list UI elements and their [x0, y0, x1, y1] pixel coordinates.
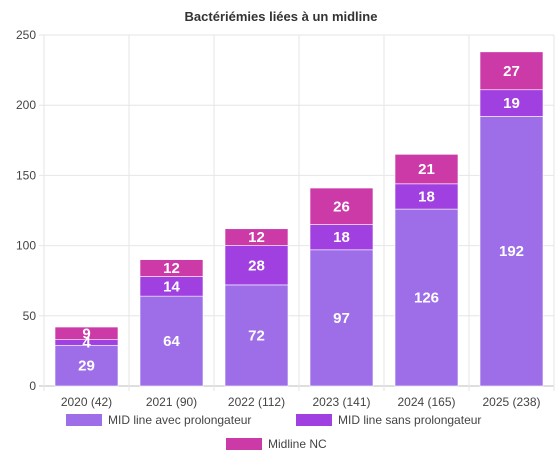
y-tick-label: 200: [16, 98, 36, 112]
legend-label: MID line avec prolongateur: [108, 413, 251, 427]
data-label: 19: [503, 95, 520, 112]
bar-segment: [54, 326, 119, 340]
data-label: 21: [418, 161, 435, 178]
x-tick-label: 2024 (165): [397, 395, 455, 409]
data-label: 12: [248, 229, 265, 246]
bars: [54, 51, 544, 387]
bar-segment: [479, 89, 544, 117]
bar-segment: [394, 183, 459, 210]
y-tick-label: 0: [29, 379, 36, 393]
bar-segment: [479, 116, 544, 387]
y-tick-label: 250: [16, 28, 36, 42]
x-tick-label: 2025 (238): [482, 395, 540, 409]
y-tick-label: 150: [16, 168, 36, 182]
bar-segment: [54, 344, 119, 387]
bar-segment: [309, 187, 374, 225]
x-tick-label: 2023 (141): [312, 395, 370, 409]
bar-segment: [394, 208, 459, 387]
data-label: 192: [499, 243, 524, 260]
grid: [39, 34, 555, 391]
data-label: 18: [418, 188, 435, 205]
chart-title: Bactériémies liées à un midline: [185, 9, 378, 24]
bar-segment: [479, 51, 544, 91]
legend: MID line avec prolongateur MID line sans …: [66, 413, 481, 451]
data-label: 27: [503, 63, 520, 80]
legend-label: MID line sans prolongateur: [338, 413, 481, 427]
data-label: 18: [333, 229, 350, 246]
data-label: 12: [163, 260, 180, 277]
data-label: 126: [414, 290, 439, 307]
data-label: 14: [163, 278, 180, 295]
y-axis: 0 50 100 150 200 250: [16, 28, 36, 393]
data-label: 72: [248, 327, 265, 344]
x-tick-label: 2021 (90): [146, 395, 197, 409]
data-label: 26: [333, 198, 350, 215]
bar-segment: [309, 249, 374, 387]
data-label: 28: [248, 257, 265, 274]
legend-swatch: [296, 414, 332, 426]
data-label: 4: [82, 334, 91, 351]
y-tick-label: 50: [23, 309, 37, 323]
x-tick-label: 2020 (42): [61, 395, 112, 409]
bar-segment: [139, 295, 204, 387]
bar-segment: [309, 224, 374, 251]
data-label: 29: [78, 358, 95, 375]
legend-label: Midline NC: [268, 437, 327, 451]
data-label: 97: [333, 310, 350, 327]
x-tick-label: 2022 (112): [228, 395, 285, 409]
bar-segment: [224, 284, 289, 387]
legend-swatch: [66, 414, 102, 426]
x-axis: 2020 (42) 2021 (90) 2022 (112) 2023 (141) 20…: [61, 395, 541, 409]
bar-segment: [224, 228, 289, 246]
bar-segment: [224, 245, 289, 286]
legend-swatch: [226, 438, 262, 450]
bar-segment: [394, 154, 459, 185]
data-label: 9: [82, 325, 90, 342]
bar-segment: [139, 259, 204, 277]
y-tick-label: 100: [16, 239, 36, 253]
data-label: 64: [163, 333, 180, 350]
